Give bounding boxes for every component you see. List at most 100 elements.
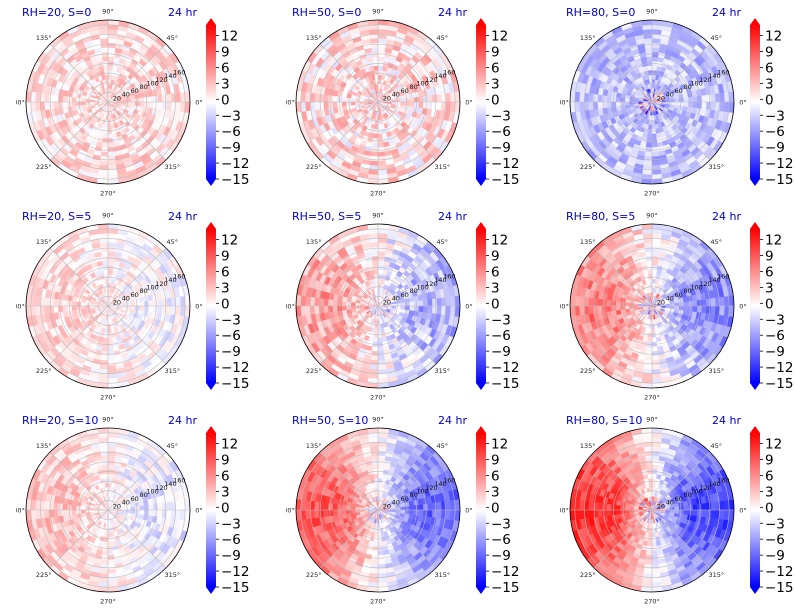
radial-tick-label: 60	[131, 291, 139, 299]
colorbar-extend-min	[206, 179, 216, 186]
heatmap-cell	[675, 306, 680, 310]
heatmap-cell	[378, 356, 385, 361]
heatmap-cell	[314, 306, 319, 314]
heatmap-cell	[98, 29, 108, 34]
heatmap-cell	[62, 96, 67, 102]
heatmap-cell	[652, 79, 655, 84]
angle-tick-label: 0°	[739, 99, 746, 107]
colorbar-extend-max	[206, 18, 216, 25]
heatmap-cell	[108, 84, 110, 89]
heatmap-cell	[410, 97, 415, 102]
angle-tick-label: 225°	[306, 163, 322, 171]
colorbar-tick-label: −9	[491, 344, 511, 360]
heatmap-cell	[108, 43, 116, 48]
heatmap-cell	[53, 299, 58, 306]
heatmap-cell	[652, 38, 660, 43]
heatmap-cell	[378, 156, 386, 161]
heatmap-cell	[378, 270, 383, 275]
heatmap-cell	[108, 233, 118, 238]
heatmap-cell	[644, 161, 652, 166]
heatmap-cell	[378, 75, 382, 80]
angle-tick-label: 315°	[434, 163, 450, 171]
heatmap-cell	[378, 233, 388, 238]
heatmap-cell	[679, 306, 684, 310]
heatmap-cell	[419, 300, 424, 306]
colorbar-tick-label: 12	[221, 233, 238, 249]
heatmap-cell	[305, 92, 310, 102]
heatmap-cell	[131, 102, 136, 106]
heatmap-cell	[108, 79, 111, 84]
heatmap-cell	[446, 92, 451, 102]
heatmap-cell	[370, 247, 378, 252]
colorbar-tick-label: −12	[221, 360, 250, 376]
heatmap-cell	[158, 299, 163, 306]
radial-tick-label: 40	[392, 91, 400, 99]
heatmap-cell	[176, 92, 181, 102]
heatmap-cell	[372, 260, 378, 265]
heatmap-cell	[405, 306, 410, 310]
heatmap-cell	[373, 66, 378, 71]
colorbar-body	[476, 229, 486, 383]
angle-tick-label: 0°	[195, 99, 202, 107]
colorbar-tick-label: 6	[491, 265, 500, 281]
colorbar-tick-label: 12	[765, 29, 782, 45]
heatmap-cell	[108, 338, 113, 343]
heatmap-cell	[629, 303, 634, 306]
heatmap-cell	[432, 306, 437, 314]
colorbar-tick-label: 0	[221, 296, 230, 312]
heatmap-cell	[103, 270, 108, 275]
heatmap-cell	[90, 100, 95, 102]
heatmap-cell	[378, 347, 384, 352]
heatmap-cell	[370, 38, 378, 43]
heatmap-cell	[392, 306, 397, 308]
heatmap-cell	[378, 251, 385, 256]
radial-tick-label: 160	[173, 273, 185, 281]
heatmap-cell	[81, 302, 86, 306]
angle-tick-label: 180°	[16, 303, 25, 311]
angle-tick-label: 135°	[580, 34, 596, 42]
heatmap-cell	[606, 96, 611, 102]
heatmap-cell	[108, 161, 116, 166]
heatmap-cell	[428, 299, 433, 306]
heatmap-cell	[371, 47, 378, 52]
heatmap-cell	[401, 306, 406, 310]
colorbar-tick-label: 3	[221, 280, 230, 296]
heatmap-cell	[652, 274, 656, 279]
heatmap-cell	[332, 306, 337, 312]
heatmap-cell	[652, 47, 659, 52]
colorbar-tick-label: −6	[491, 124, 511, 140]
colorbar-extend-min	[476, 383, 486, 390]
heatmap-cell	[104, 125, 108, 130]
heatmap-cell	[370, 242, 378, 247]
heatmap-cell	[158, 95, 163, 102]
heatmap-cell	[378, 279, 382, 284]
heatmap-cell	[53, 102, 58, 109]
colorbar-extend-min	[476, 179, 486, 186]
heatmap-cell	[314, 94, 319, 102]
heatmap-cell	[702, 102, 707, 109]
heatmap-cell	[102, 56, 108, 61]
heatmap-cell	[35, 296, 40, 306]
heatmap-cell	[392, 102, 397, 104]
angle-tick-label: 45°	[711, 34, 723, 42]
heatmap-cell	[62, 306, 67, 312]
colorbar-tick-label: 3	[491, 280, 500, 296]
colorbar-tick-label: −15	[221, 376, 250, 392]
heatmap-cell	[371, 356, 378, 361]
heatmap-cell	[419, 306, 424, 312]
radial-tick-label: 40	[122, 295, 130, 303]
heatmap-cell	[53, 95, 58, 102]
colorbar-tick-label: 0	[491, 296, 500, 312]
heatmap-cell	[650, 116, 652, 121]
heatmap-cell	[176, 306, 181, 316]
heatmap-cell	[437, 306, 442, 314]
heatmap-cell	[652, 170, 662, 175]
polar-grid	[26, 224, 190, 388]
heatmap-cell	[102, 143, 108, 148]
heatmap-cell	[401, 102, 406, 106]
heatmap-cell	[319, 102, 324, 110]
heatmap-cell	[652, 279, 656, 284]
